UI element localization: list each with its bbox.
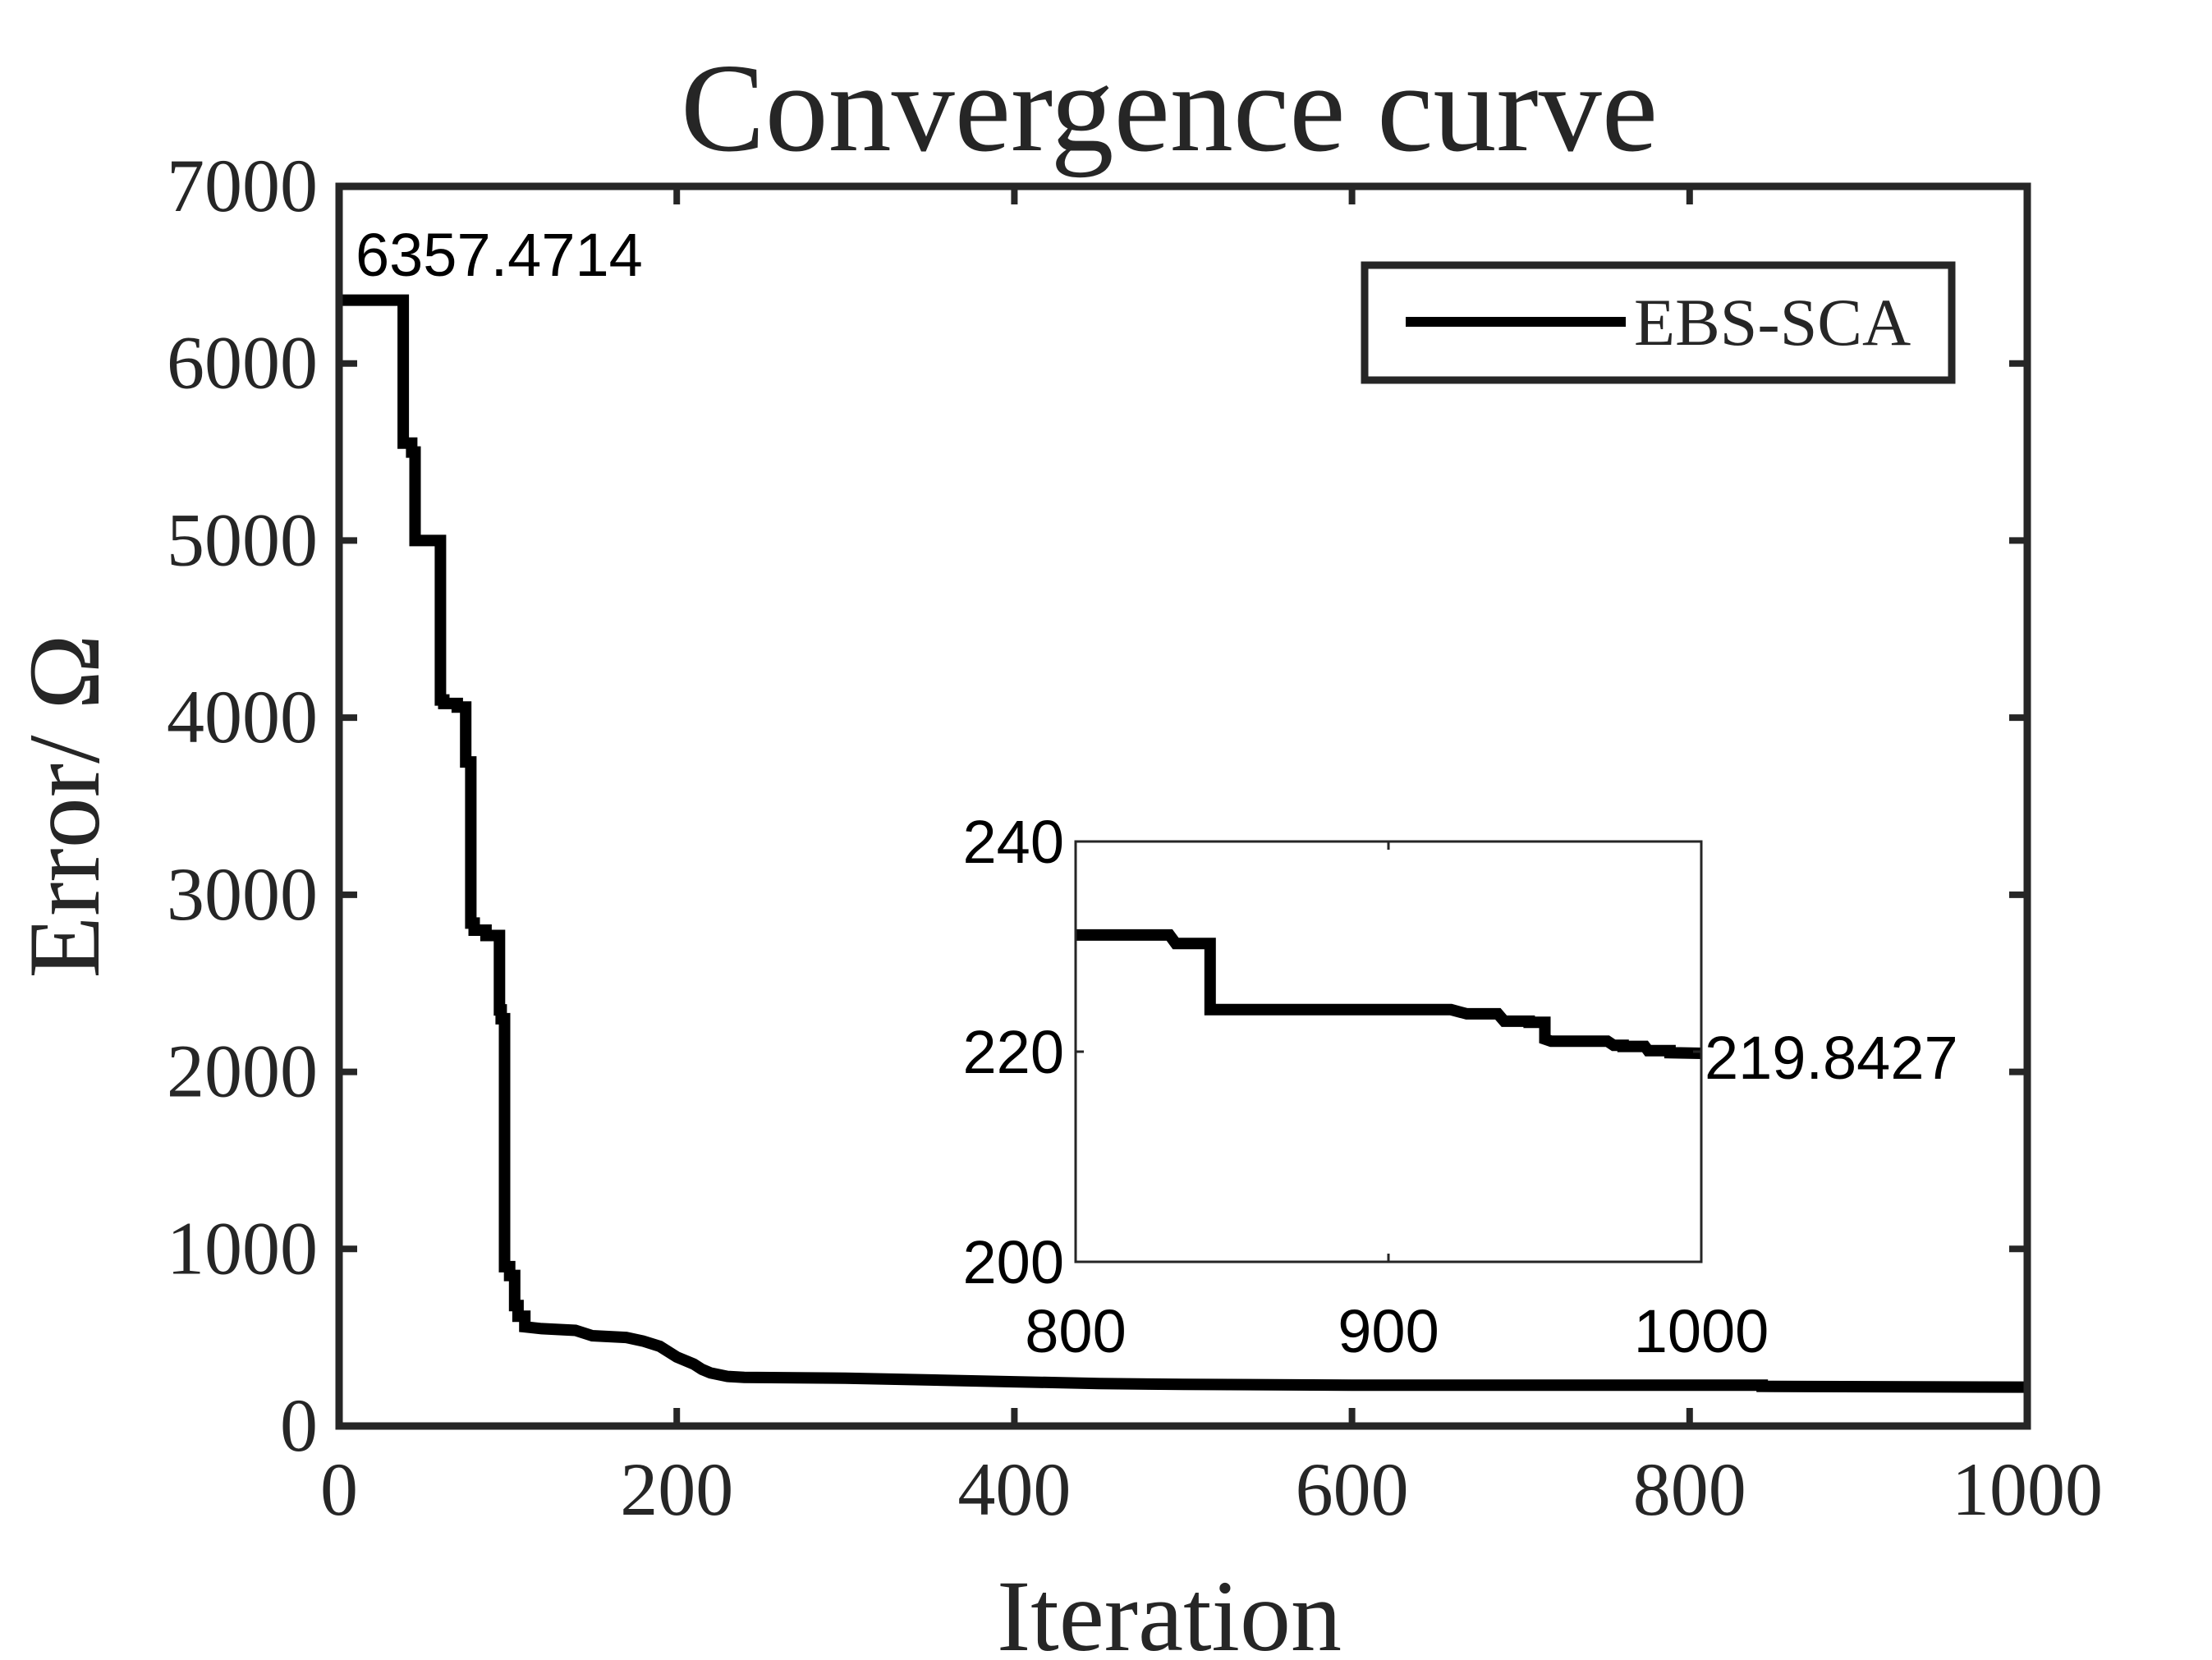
x-tick-label: 800 — [1025, 1297, 1126, 1365]
y-tick-label: 200 — [963, 1228, 1064, 1296]
x-tick-label: 800 — [1633, 1447, 1746, 1531]
x-tick-labels: 0 200 400 600 800 1000 — [320, 1447, 2103, 1531]
y-tick-label: 240 — [963, 808, 1064, 876]
main-plot-area: 0 200 400 600 800 1000 0 1000 2000 3000 4000 5000 6… — [167, 144, 2103, 1531]
legend-label: EBS-SCA — [1634, 285, 1911, 360]
inset-background — [1076, 841, 1701, 1262]
series-line — [339, 294, 2028, 1393]
x-tick-label: 0 — [320, 1447, 358, 1531]
x-axis-label: Iteration — [997, 1560, 1342, 1660]
x-tick-label: 1000 — [1952, 1447, 2103, 1531]
inset-x-tick-labels: 800 900 1000 — [1025, 1297, 1769, 1365]
x-tick-label: 1000 — [1634, 1297, 1769, 1365]
end-value-annotation: 219.8427 — [1705, 1024, 1958, 1092]
x-tick-label: 600 — [1296, 1447, 1409, 1531]
y-tick-label: 7000 — [167, 144, 318, 227]
y-tick-label: 220 — [963, 1018, 1064, 1086]
y-tick-label: 0 — [280, 1383, 318, 1467]
y-tick-label: 5000 — [167, 498, 318, 581]
chart-title: Convergence curve — [681, 39, 1658, 178]
y-tick-label: 2000 — [167, 1029, 318, 1113]
y-axis-label: Error/ Ω — [8, 634, 121, 978]
inset-y-tick-labels: 200 220 240 — [963, 808, 1064, 1296]
y-tick-labels: 0 1000 2000 3000 4000 5000 6000 7000 — [167, 144, 318, 1467]
inset-frame — [1074, 840, 1703, 1263]
series-line — [1076, 929, 1702, 1059]
y-tick-label: 6000 — [167, 321, 318, 405]
start-value-annotation: 6357.4714 — [356, 221, 643, 289]
x-tick-label: 400 — [957, 1447, 1071, 1531]
y-tick-label: 1000 — [167, 1206, 318, 1290]
inset-series-line-group — [1076, 929, 1702, 1059]
x-tick-label: 900 — [1338, 1297, 1439, 1365]
y-tick-label: 4000 — [167, 675, 318, 759]
legend: EBS-SCA — [1361, 261, 1956, 384]
y-tick-label: 3000 — [167, 852, 318, 936]
inset-plot: 800 900 1000 200 220 240 219.8427 — [963, 808, 1958, 1365]
series-line-group — [339, 294, 2028, 1393]
plot-frame — [335, 182, 2031, 1430]
x-tick-label: 200 — [620, 1447, 733, 1531]
